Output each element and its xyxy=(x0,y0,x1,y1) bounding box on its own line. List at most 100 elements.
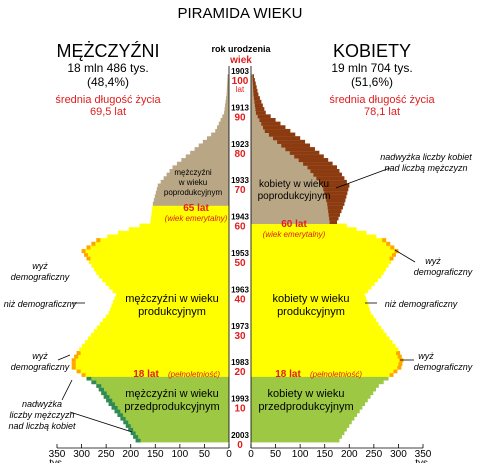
female-bar xyxy=(251,329,384,334)
excess-female-bar xyxy=(254,99,262,104)
female-bar xyxy=(251,292,366,297)
female-x-tick-label: 250 xyxy=(366,449,383,460)
male-boom-edge xyxy=(86,245,91,250)
female-bar xyxy=(251,274,382,279)
male-bar xyxy=(91,380,230,385)
male-x-tick-label: 100 xyxy=(172,449,189,460)
male-bar xyxy=(93,329,229,334)
male-bar xyxy=(88,260,229,265)
male-bar xyxy=(227,74,229,79)
male-x-tick-label: 200 xyxy=(122,449,139,460)
male-bar xyxy=(96,238,229,243)
male-boom-edge xyxy=(71,365,76,370)
excess-female-bar xyxy=(319,179,347,184)
male-boom-edge xyxy=(91,241,96,246)
excess-female-bar xyxy=(268,132,296,137)
male-bar xyxy=(194,147,229,152)
male-bar xyxy=(198,143,229,148)
male-x-tick-label: 300 xyxy=(73,449,90,460)
center-age-label: 30 xyxy=(234,331,246,342)
center-age-label: 0 xyxy=(237,440,243,451)
center-age-label: 70 xyxy=(234,185,246,196)
excess-female-bar xyxy=(264,128,291,133)
female-bar xyxy=(251,420,352,425)
female-bar xyxy=(251,169,340,174)
male-bar xyxy=(225,99,229,104)
female-x-tick-label: 350 xyxy=(415,449,432,460)
male-bar xyxy=(135,438,229,443)
female-bar xyxy=(251,383,379,388)
excess-male-bar xyxy=(108,401,115,406)
male-bar xyxy=(222,114,229,119)
female-bar xyxy=(251,201,345,206)
female-bar xyxy=(251,300,368,305)
chart-title: PIRAMIDA WIEKU xyxy=(177,5,302,22)
male-adult-age: 18 lat xyxy=(133,369,159,380)
excess-male-bar xyxy=(106,398,113,403)
male-bar xyxy=(220,118,229,123)
excess-female-bar xyxy=(303,161,333,166)
boom-left-2: demograficzny xyxy=(11,272,70,282)
female-x-tick-label: 100 xyxy=(292,449,309,460)
left-life-label: średnia długość życia xyxy=(55,94,161,106)
male-boom-edge xyxy=(71,361,76,366)
female-x-tick-label: 150 xyxy=(316,449,333,460)
female-boom-edge xyxy=(397,365,402,370)
male-x-tick-label: 350 xyxy=(49,449,66,460)
excess-female-bar xyxy=(262,125,286,130)
right-life-label: średnia długość życia xyxy=(329,94,435,106)
male-boom-edge xyxy=(76,351,81,356)
right-total: 19 mln 704 tys. xyxy=(331,61,412,75)
male-bar xyxy=(102,318,229,323)
male-bar xyxy=(98,387,230,392)
male-bar xyxy=(96,270,229,275)
male-bar xyxy=(156,187,229,192)
male-bar xyxy=(125,423,229,428)
male-bar xyxy=(152,201,229,206)
male-bar xyxy=(102,278,229,283)
excess-female-bar xyxy=(326,198,346,203)
female-bar xyxy=(251,325,382,330)
male-retirement-note: (wiek emerytalny) xyxy=(165,214,228,223)
male-bar xyxy=(157,183,229,188)
excess-female-bar xyxy=(253,85,257,90)
bust-left: niż demograficzny xyxy=(4,299,77,309)
male-bar xyxy=(71,365,229,370)
male-bar xyxy=(218,121,229,126)
female-pre-label-1: kobiety w wieku xyxy=(267,388,344,400)
male-bar xyxy=(101,391,229,396)
female-bar xyxy=(251,187,349,192)
male-boom-edge xyxy=(76,369,81,374)
male-bar xyxy=(224,110,229,115)
excess-male-bar xyxy=(123,420,129,425)
boom-lower-right-2: demograficzny xyxy=(414,362,473,372)
male-bar xyxy=(76,369,230,374)
right-life-value: 78,1 lat xyxy=(364,106,400,118)
female-boom-edge xyxy=(389,256,394,261)
excess-men-2: liczby mężczyzn xyxy=(9,410,74,420)
male-bar xyxy=(96,325,229,330)
male-bar xyxy=(190,150,229,155)
boom-right-1: wyż xyxy=(425,256,441,266)
male-bar xyxy=(226,85,229,90)
male-bar xyxy=(114,296,229,301)
male-bar xyxy=(224,107,229,112)
male-bar xyxy=(79,347,229,352)
female-bar xyxy=(251,438,340,443)
male-bar xyxy=(91,241,230,246)
male-bar xyxy=(93,267,229,272)
male-bar xyxy=(113,300,229,305)
center-year-label: 1913 xyxy=(231,103,249,112)
female-x-unit: tys. xyxy=(415,458,431,463)
male-bar xyxy=(86,245,229,250)
male-bar xyxy=(150,216,229,221)
female-bar xyxy=(251,234,377,239)
male-bar xyxy=(226,88,229,93)
female-bar xyxy=(251,387,377,392)
male-bar xyxy=(123,420,229,425)
excess-female-bar xyxy=(259,118,276,123)
female-bar xyxy=(251,165,337,170)
female-bar xyxy=(251,212,340,217)
excess-male-bar xyxy=(103,394,110,399)
